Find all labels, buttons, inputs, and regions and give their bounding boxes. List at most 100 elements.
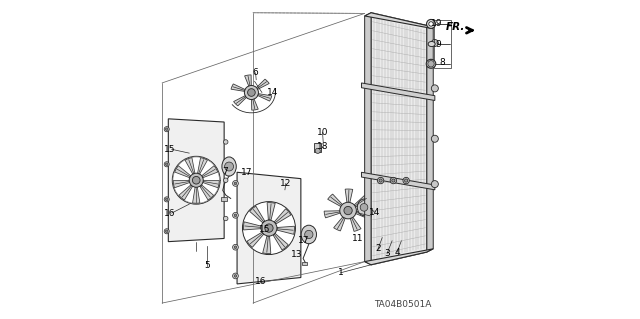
Polygon shape xyxy=(328,194,343,207)
Polygon shape xyxy=(350,217,361,231)
Polygon shape xyxy=(175,166,191,178)
Polygon shape xyxy=(193,187,200,203)
Circle shape xyxy=(172,156,220,204)
Circle shape xyxy=(265,224,273,232)
Text: 19: 19 xyxy=(431,19,442,28)
Polygon shape xyxy=(202,166,218,178)
Polygon shape xyxy=(274,209,291,224)
Circle shape xyxy=(223,216,228,221)
Text: 14: 14 xyxy=(369,208,380,217)
Polygon shape xyxy=(345,189,353,204)
Circle shape xyxy=(164,197,169,202)
Ellipse shape xyxy=(222,157,236,176)
Polygon shape xyxy=(355,211,372,219)
Circle shape xyxy=(234,275,237,277)
Polygon shape xyxy=(185,158,195,174)
Circle shape xyxy=(404,179,408,182)
Polygon shape xyxy=(247,232,264,248)
Polygon shape xyxy=(250,206,265,223)
Circle shape xyxy=(166,163,168,166)
Text: 13: 13 xyxy=(291,250,303,259)
Text: 11: 11 xyxy=(352,234,364,243)
Text: 17: 17 xyxy=(298,236,309,245)
Circle shape xyxy=(426,19,435,28)
Polygon shape xyxy=(234,95,247,106)
Text: FR.: FR. xyxy=(446,22,465,32)
Circle shape xyxy=(232,212,238,218)
Circle shape xyxy=(193,176,200,184)
Bar xyxy=(221,197,227,201)
Polygon shape xyxy=(362,83,435,100)
Polygon shape xyxy=(333,216,346,231)
Circle shape xyxy=(340,202,356,219)
Text: 8: 8 xyxy=(439,58,445,67)
Circle shape xyxy=(164,229,169,234)
Circle shape xyxy=(243,202,296,255)
Circle shape xyxy=(431,181,438,188)
Bar xyxy=(314,143,321,152)
Text: 16: 16 xyxy=(164,209,175,218)
Text: 5: 5 xyxy=(205,261,211,270)
Polygon shape xyxy=(244,75,252,87)
Polygon shape xyxy=(243,222,261,230)
Polygon shape xyxy=(262,236,271,254)
Circle shape xyxy=(164,162,169,167)
Circle shape xyxy=(360,204,368,211)
Text: 17: 17 xyxy=(241,168,252,177)
Polygon shape xyxy=(276,226,294,234)
Circle shape xyxy=(164,127,169,132)
Polygon shape xyxy=(354,195,369,207)
Circle shape xyxy=(232,273,238,279)
Polygon shape xyxy=(362,172,435,190)
Circle shape xyxy=(431,40,438,47)
Circle shape xyxy=(305,230,313,239)
Circle shape xyxy=(225,162,234,171)
Text: 3: 3 xyxy=(384,249,390,258)
Circle shape xyxy=(234,214,237,217)
Circle shape xyxy=(431,135,438,142)
Text: 4: 4 xyxy=(394,248,400,256)
Polygon shape xyxy=(198,158,207,174)
Text: 7: 7 xyxy=(223,167,228,176)
Polygon shape xyxy=(365,249,433,265)
Polygon shape xyxy=(203,180,219,188)
Polygon shape xyxy=(231,84,246,92)
Circle shape xyxy=(390,177,397,184)
Text: 2: 2 xyxy=(375,244,381,253)
Polygon shape xyxy=(237,172,301,284)
Circle shape xyxy=(244,85,259,100)
Polygon shape xyxy=(179,185,193,200)
Text: 6: 6 xyxy=(253,68,259,77)
Circle shape xyxy=(234,182,237,185)
Text: 1: 1 xyxy=(338,268,344,277)
Polygon shape xyxy=(371,13,427,265)
Ellipse shape xyxy=(426,59,436,68)
Polygon shape xyxy=(173,180,189,188)
Circle shape xyxy=(344,206,352,215)
Polygon shape xyxy=(365,13,371,265)
Circle shape xyxy=(232,244,238,250)
Circle shape xyxy=(166,128,168,130)
Ellipse shape xyxy=(301,225,317,244)
Text: TA04B0501A: TA04B0501A xyxy=(374,300,431,309)
Text: 16: 16 xyxy=(255,277,266,286)
Circle shape xyxy=(234,246,237,249)
Text: 15: 15 xyxy=(259,225,271,234)
Circle shape xyxy=(431,85,438,92)
Text: 15: 15 xyxy=(164,145,175,154)
Text: 18: 18 xyxy=(317,142,328,151)
Circle shape xyxy=(232,181,238,186)
Polygon shape xyxy=(267,203,275,220)
Circle shape xyxy=(189,173,204,187)
Polygon shape xyxy=(200,185,214,200)
Bar xyxy=(434,20,451,68)
Ellipse shape xyxy=(357,199,371,216)
Polygon shape xyxy=(427,26,433,252)
Text: 10: 10 xyxy=(317,128,328,137)
Polygon shape xyxy=(324,211,340,218)
Ellipse shape xyxy=(428,41,435,47)
Circle shape xyxy=(379,179,382,182)
Circle shape xyxy=(392,179,395,182)
Polygon shape xyxy=(256,79,269,90)
Circle shape xyxy=(223,178,228,182)
